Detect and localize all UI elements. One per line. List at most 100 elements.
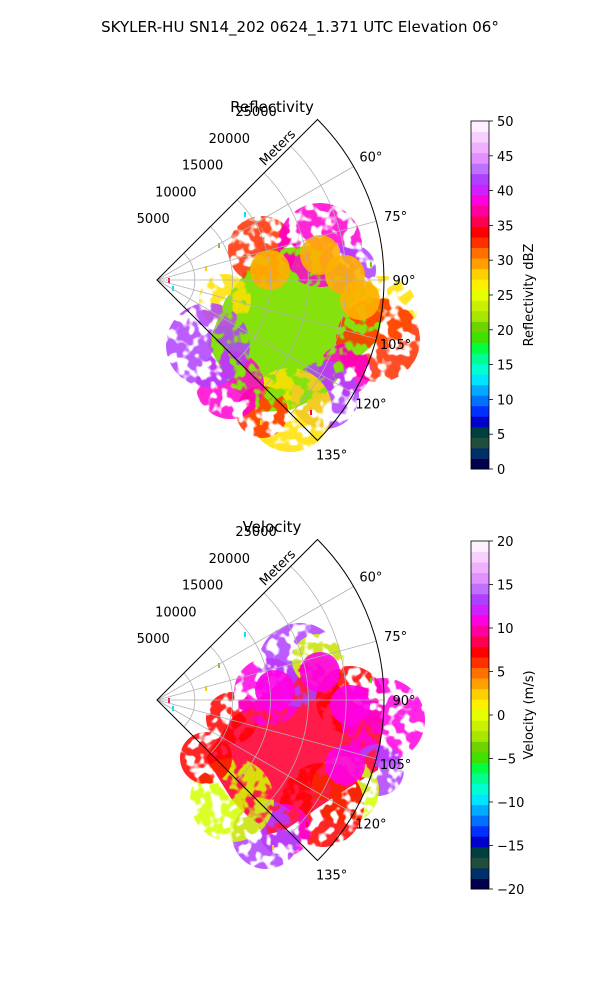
colorbar-segment xyxy=(471,279,489,291)
colorbar-segment xyxy=(471,804,489,816)
echo-patch xyxy=(325,745,365,785)
colorbar-segment xyxy=(471,184,489,196)
colorbar-tick-label: 30 xyxy=(497,254,514,269)
sector-frame xyxy=(156,118,385,442)
echo-speckle xyxy=(370,678,372,683)
echo-speckle xyxy=(260,420,262,425)
echo-speckle xyxy=(272,845,274,850)
colorbar-tick-label: 5 xyxy=(497,428,505,443)
colorbar-segment xyxy=(471,363,489,375)
panel-title: Velocity xyxy=(243,518,302,536)
colorbar-segment xyxy=(471,720,489,732)
theta-tick-label: 105° xyxy=(380,338,411,353)
colorbar-tick-label: 10 xyxy=(497,622,514,637)
colorbar-segment xyxy=(471,395,489,407)
colorbar-segment xyxy=(471,152,489,164)
radial-tick-label: 25000 xyxy=(235,525,276,540)
echo-speckle xyxy=(244,632,246,637)
colorbar-segment xyxy=(471,258,489,270)
colorbar-segment xyxy=(471,709,489,721)
colorbar-tick-label: 0 xyxy=(497,463,505,478)
colorbar-segment xyxy=(471,289,489,301)
colorbar-segment xyxy=(471,878,489,890)
radial-tick-label: 15000 xyxy=(182,579,223,594)
colorbar-segment xyxy=(471,131,489,143)
colorbar-segment xyxy=(471,405,489,417)
colorbar-segment xyxy=(471,237,489,249)
colorbar-tick-label: 20 xyxy=(497,324,514,339)
colorbar-segment xyxy=(471,572,489,584)
colorbar-segment xyxy=(471,142,489,154)
colorbar-segment xyxy=(471,730,489,742)
theta-tick-label: 60° xyxy=(359,151,382,166)
radial-tick-label: 20000 xyxy=(209,552,250,567)
echo-texture xyxy=(166,203,420,452)
radial-tick-label: 5000 xyxy=(137,212,170,227)
echo-speckle xyxy=(244,212,246,217)
colorbar-segment xyxy=(471,300,489,312)
theta-tick-label: 60° xyxy=(359,571,382,586)
colorbar-segment xyxy=(471,353,489,365)
colorbar-segment xyxy=(471,121,489,133)
theta-tick-label: 135° xyxy=(316,869,347,884)
colorbar-segment xyxy=(471,437,489,449)
echo-speckle xyxy=(172,286,174,291)
theta-tick-label: 120° xyxy=(355,398,386,413)
echo-cell xyxy=(166,303,250,387)
colorbar-tick-label: −5 xyxy=(497,753,516,768)
colorbar-segment xyxy=(471,646,489,658)
echo-patch xyxy=(255,670,295,710)
colorbar-segment xyxy=(471,794,489,806)
panel-title: Reflectivity xyxy=(230,98,314,116)
radial-gridline xyxy=(156,699,377,760)
colorbar-segment xyxy=(471,384,489,396)
colorbar-segment xyxy=(471,562,489,574)
radial-tick-label: 5000 xyxy=(137,632,170,647)
radial-tick-label: 15000 xyxy=(182,159,223,174)
colorbar-segment xyxy=(471,194,489,206)
colorbar-tick-label: −10 xyxy=(497,796,524,811)
velocity-panel: Velocity 5000 10000 15000 20000 25000 60° 75° 90… xyxy=(137,518,537,898)
colorbar-segment xyxy=(471,635,489,647)
reflectivity-panel: Reflectivity 5000 10000 15000 20000 25000 60° 7… xyxy=(137,98,537,478)
echo-speckle xyxy=(306,822,308,827)
theta-tick-label: 75° xyxy=(384,630,407,645)
colorbar-tick-label: 0 xyxy=(497,709,505,724)
colorbar-segment xyxy=(471,416,489,428)
echo-speckle xyxy=(218,663,220,668)
colorbar-tick-label: 40 xyxy=(497,185,514,200)
echo-patch xyxy=(340,280,380,320)
colorbar-segment xyxy=(471,762,489,774)
radial-gridline xyxy=(156,166,354,281)
colorbar-segment xyxy=(471,321,489,333)
colorbar-segment xyxy=(471,310,489,322)
colorbar-segment xyxy=(471,857,489,869)
colorbar-segment xyxy=(471,226,489,238)
colorbar-segment xyxy=(471,173,489,185)
theta-tick-label: 90° xyxy=(392,274,415,289)
echo-patch xyxy=(300,652,340,692)
colorbar-segment xyxy=(471,688,489,700)
echo-speckle xyxy=(172,706,174,711)
colorbar-segment xyxy=(471,657,489,669)
colorbar-tick-label: 25 xyxy=(497,289,514,304)
echo-patch xyxy=(330,685,370,725)
colorbar-tick-label: 15 xyxy=(497,359,514,374)
theta-tick-label: 105° xyxy=(380,758,411,773)
radial-tick-label: 10000 xyxy=(155,605,196,620)
colorbar-segment xyxy=(471,741,489,753)
colorbar-segment xyxy=(471,614,489,626)
echo-speckle xyxy=(168,278,170,283)
radial-tick-label: 20000 xyxy=(209,132,250,147)
colorbar-segment xyxy=(471,426,489,438)
colorbar-segment xyxy=(471,541,489,553)
echo-speckle xyxy=(218,243,220,248)
colorbar-tick-label: 20 xyxy=(497,535,514,550)
colorbar-segment xyxy=(471,773,489,785)
colorbar-segment xyxy=(471,783,489,795)
colorbar-segment xyxy=(471,583,489,595)
colorbar-segment xyxy=(471,247,489,259)
echo-speckle xyxy=(205,266,207,271)
colorbar-segment xyxy=(471,215,489,227)
radial-gridline xyxy=(156,586,354,701)
